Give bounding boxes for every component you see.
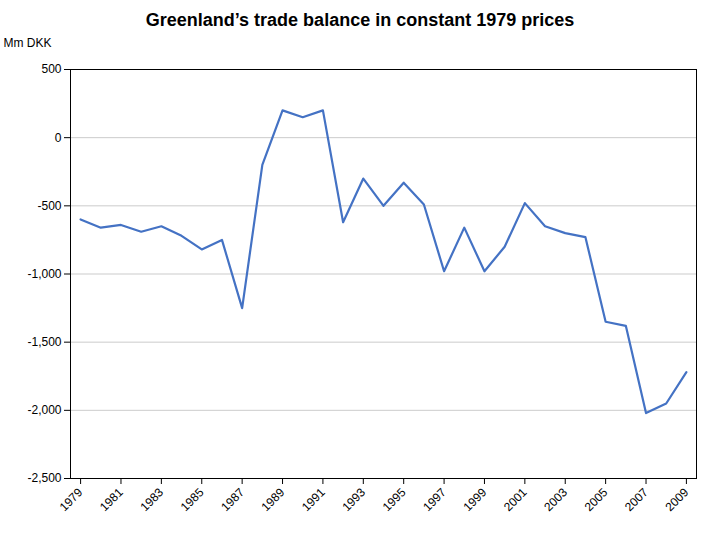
svg-text:1981: 1981 [97,485,126,514]
svg-text:-2,000: -2,000 [27,403,61,417]
svg-text:1987: 1987 [218,485,247,514]
svg-text:1995: 1995 [380,485,409,514]
svg-text:2005: 2005 [582,485,611,514]
svg-text:1989: 1989 [259,485,288,514]
svg-text:1997: 1997 [420,485,449,514]
svg-text:1993: 1993 [339,485,368,514]
svg-text:2007: 2007 [622,485,651,514]
svg-text:2003: 2003 [541,485,570,514]
svg-text:-1,500: -1,500 [27,335,61,349]
html-text:Greenland’s trade balance in c: Greenland’s trade balance in constant 19… [145,10,575,30]
svg-text:Mm DKK: Mm DKK [4,36,52,50]
svg-text:1979: 1979 [57,485,86,514]
svg-text:-1,000: -1,000 [27,267,61,281]
svg-text:1999: 1999 [461,485,490,514]
svg-text:1991: 1991 [299,485,328,514]
svg-text:2009: 2009 [662,485,691,514]
svg-text:-500: -500 [37,199,61,213]
svg-text:500: 500 [41,62,61,76]
svg-text:2001: 2001 [501,485,530,514]
svg-text:1983: 1983 [137,485,166,514]
svg-text:0: 0 [55,131,62,145]
svg-text:-2,500: -2,500 [27,471,61,485]
svg-text:1985: 1985 [178,485,207,514]
